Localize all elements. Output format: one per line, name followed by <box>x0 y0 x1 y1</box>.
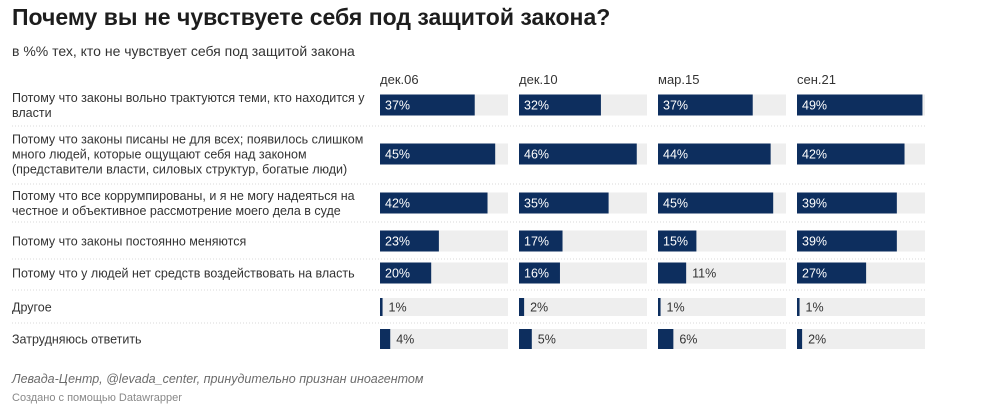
bar-value-label: 35% <box>524 197 549 211</box>
bar <box>380 192 488 214</box>
bar-value-label: 37% <box>385 99 410 113</box>
bar-value-label: 46% <box>524 148 549 162</box>
bar <box>519 94 601 116</box>
bar <box>380 230 439 252</box>
bar-value-label: 39% <box>802 235 827 249</box>
bar <box>519 329 532 349</box>
category-label-5: Другое <box>12 301 52 315</box>
bar <box>797 329 803 349</box>
series-header-2: мар.15 <box>658 72 699 87</box>
bar <box>380 329 391 349</box>
bar <box>658 230 697 252</box>
bar <box>797 230 897 252</box>
category-label-1: Потому что законы писаны не для всех; по… <box>12 133 363 177</box>
bar-value-label: 45% <box>385 148 410 162</box>
bar-track <box>797 298 925 316</box>
bar-value-label: 1% <box>806 301 824 315</box>
series-header-3: сен.21 <box>797 72 836 87</box>
bar-track <box>519 329 647 349</box>
bar-value-label: 16% <box>524 267 549 281</box>
bar-track <box>519 298 647 316</box>
bar-track <box>380 298 508 316</box>
bar <box>519 298 525 316</box>
bar-value-label: 11% <box>692 267 716 281</box>
bar-value-label: 15% <box>663 235 688 249</box>
category-label-6: Затрудняюсь ответить <box>12 333 142 347</box>
bar <box>658 192 774 214</box>
bar-value-label: 20% <box>385 267 410 281</box>
bar-value-label: 32% <box>524 99 549 113</box>
datawrapper-credit: Создано с помощью Datawrapper <box>12 392 182 404</box>
bar-track <box>658 298 786 316</box>
bar <box>797 298 800 316</box>
bar-chart: дек.06 дек.10 мар.15 сен.21 Потому что закон… <box>12 72 925 349</box>
bar <box>380 262 432 284</box>
bar-value-label: 44% <box>663 148 688 162</box>
source-note: Левада-Центр, @levada_center, принудител… <box>12 372 424 386</box>
bar <box>380 143 496 165</box>
bar <box>519 192 609 214</box>
bar-track <box>658 329 786 349</box>
bar <box>658 262 687 284</box>
chart-title: Почему вы не чувствуете себя под защитой… <box>12 4 611 30</box>
bar <box>519 143 637 165</box>
bar <box>519 230 563 252</box>
bar <box>658 329 674 349</box>
bar-value-label: 49% <box>802 99 827 113</box>
bar-value-label: 1% <box>389 301 407 315</box>
bar-value-label: 2% <box>530 301 548 315</box>
bar-track <box>380 329 508 349</box>
bar-value-label: 4% <box>396 333 414 347</box>
bar-value-label: 6% <box>679 333 697 347</box>
bar-value-label: 42% <box>802 148 827 162</box>
chart-subtitle: в %% тех, кто не чувствует себя под защи… <box>12 43 355 59</box>
bar-value-label: 45% <box>663 197 688 211</box>
bar-value-label: 2% <box>808 333 826 347</box>
series-header-1: дек.10 <box>519 72 558 87</box>
bar <box>380 298 383 316</box>
bar <box>797 192 897 214</box>
bar-value-label: 27% <box>802 267 827 281</box>
bar <box>797 262 867 284</box>
bar <box>658 143 771 165</box>
series-header-0: дек.06 <box>380 72 419 87</box>
bar-value-label: 5% <box>538 333 556 347</box>
bar-value-label: 42% <box>385 197 410 211</box>
bar <box>658 298 661 316</box>
bar-value-label: 37% <box>663 99 688 113</box>
bar-value-label: 1% <box>667 301 685 315</box>
bar <box>519 262 560 284</box>
bar <box>797 94 923 116</box>
category-label-2: Потому что все коррумпированы, и я не мо… <box>12 189 355 218</box>
bar-track <box>797 329 925 349</box>
bar <box>658 94 753 116</box>
bar-track <box>658 262 786 284</box>
bar-value-label: 23% <box>385 235 410 249</box>
category-label-0: Потому что законы вольно трактуются теми… <box>12 91 365 120</box>
bar <box>797 143 905 165</box>
category-label-3: Потому что законы постоянно меняются <box>12 235 246 249</box>
category-label-4: Потому что у людей нет средств воздейств… <box>12 267 355 281</box>
bar <box>380 94 475 116</box>
bar-value-label: 17% <box>524 235 549 249</box>
bar-value-label: 39% <box>802 197 827 211</box>
